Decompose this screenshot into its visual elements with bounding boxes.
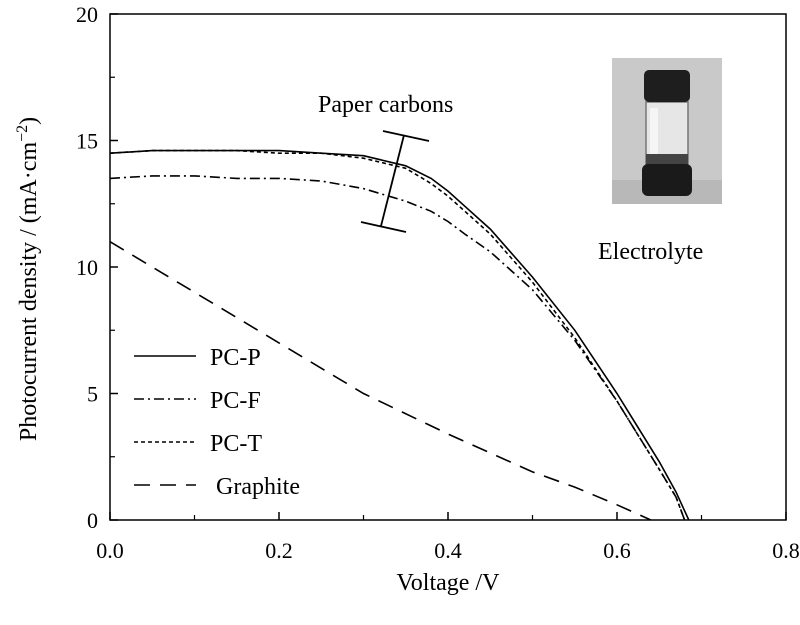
x-axis-label: Voltage /V: [397, 570, 501, 596]
y-tick-label: 20: [76, 2, 98, 27]
series-line-pc-f: [109, 175, 686, 521]
annotation-electrolyte: Electrolyte: [598, 239, 703, 265]
annotation-layer: Paper carbons Electrolyte: [318, 58, 722, 265]
series-line-pc-t: [109, 149, 686, 521]
legend-label-pc-t: PC-T: [210, 431, 262, 457]
y-tick-label: 10: [76, 255, 98, 280]
axes: 0.0 0.2 0.4 0.6 0.8 0 5 10 15 20 Voltage /V Photocu…: [14, 2, 800, 596]
error-bar-stem: [380, 134, 405, 227]
series-line-pc-p: [109, 149, 690, 521]
y-axis-label: Photocurrent density / (mA·cm−2): [14, 117, 42, 441]
error-bar-cap-top: [382, 130, 430, 142]
y-tick-label: 0: [87, 508, 98, 533]
legend-label-pc-p: PC-P: [210, 345, 261, 371]
legend: PC-P PC-F PC-T Graphite: [134, 345, 300, 500]
error-bar-cap-bottom: [360, 221, 407, 233]
legend-label-pc-f: PC-F: [210, 388, 261, 414]
annotation-paper-carbons: Paper carbons: [318, 92, 453, 118]
x-tick-label: 0.4: [434, 538, 462, 563]
x-tick-label: 0.8: [772, 538, 800, 563]
electrolyte-vial-photo: [612, 58, 722, 204]
series-line-graphite: [109, 241, 652, 521]
y-tick-label: 5: [87, 382, 98, 407]
series-layer: [109, 149, 690, 521]
x-tick-label: 0.6: [603, 538, 631, 563]
x-tick-label: 0.2: [265, 538, 293, 563]
y-tick-label: 15: [76, 129, 98, 154]
legend-label-graphite: Graphite: [216, 474, 300, 500]
x-tick-label: 0.0: [96, 538, 124, 563]
